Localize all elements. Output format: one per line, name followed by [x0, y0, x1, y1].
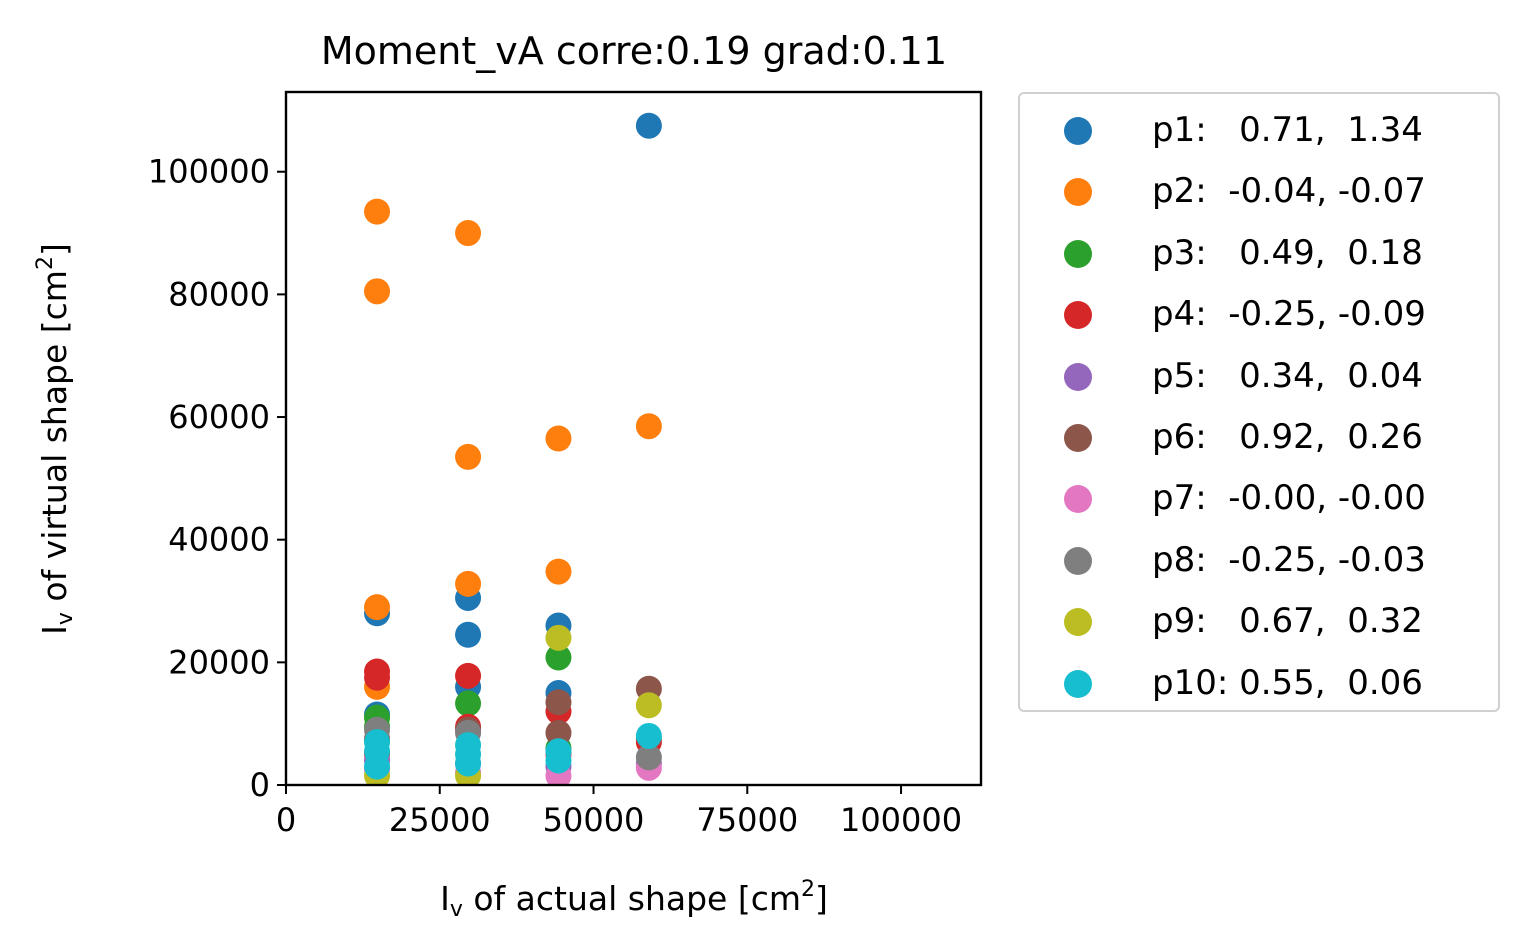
data-point-p10 [635, 722, 662, 749]
legend-marker [1064, 301, 1092, 330]
data-point-p6 [545, 689, 572, 716]
data-point-p10 [455, 750, 482, 777]
data-point-p8 [635, 744, 662, 771]
legend-item-p7: p7: -0.00, -0.00 [1020, 466, 1498, 526]
legend-marker [1064, 546, 1092, 575]
legend-item-p8: p8: -0.25, -0.03 [1020, 528, 1498, 588]
data-point-p1 [455, 621, 482, 648]
data-point-p2 [635, 413, 662, 440]
data-point-p4 [364, 664, 391, 691]
data-point-p6 [545, 719, 572, 746]
axes-frame [284, 90, 983, 787]
y-tick-label: 0 [250, 766, 270, 804]
data-points [364, 112, 662, 785]
legend-label: p1: 0.71, 1.34 [1152, 110, 1423, 150]
data-point-p2 [364, 278, 391, 305]
data-point-p4 [455, 662, 482, 689]
legend-marker [1064, 485, 1092, 514]
chart-title: Moment_vA corre:0.19 grad:0.11 [321, 29, 947, 73]
data-point-p3 [545, 644, 572, 671]
data-point-p2 [455, 220, 482, 247]
data-point-p2 [545, 558, 572, 585]
legend-item-p1: p1: 0.71, 1.34 [1020, 98, 1498, 158]
x-tick-label: 75000 [696, 801, 798, 839]
data-point-p9 [635, 692, 662, 719]
legend-label: p8: -0.25, -0.03 [1152, 539, 1426, 580]
y-axis-label: Iv of virtual shape [cm2] [33, 243, 78, 635]
y-tick-label: 20000 [168, 643, 270, 681]
data-point-p1 [635, 112, 662, 139]
legend-label: p4: -0.25, -0.09 [1152, 294, 1426, 335]
data-point-p2 [364, 594, 391, 621]
plot-area [284, 90, 983, 787]
legend-label: p6: 0.92, 0.26 [1152, 417, 1423, 457]
data-point-p2 [545, 425, 572, 452]
y-tick-label: 100000 [148, 153, 270, 191]
x-tick-label: 50000 [543, 801, 645, 839]
data-point-p2 [455, 570, 482, 597]
legend-label: p9: 0.67, 0.32 [1152, 601, 1423, 642]
x-axis-label: Iv of actual shape [cm2] [440, 877, 828, 922]
chart-legend: p1: 0.71, 1.34 p2: -0.04, -0.07 p3: 0.49, … [1018, 92, 1500, 712]
legend-label: p7: -0.00, -0.00 [1152, 478, 1426, 519]
x-axis-ticks: 0 25000 50000 75000 100000 [276, 785, 962, 839]
legend-marker [1064, 608, 1092, 637]
legend-item-p9: p9: 0.67, 0.32 [1020, 589, 1498, 649]
legend-marker [1064, 117, 1092, 145]
legend-item-p5: p5: 0.34, 0.04 [1020, 344, 1498, 404]
y-axis-ticks: 0 20000 40000 60000 80000 100000 [148, 153, 286, 804]
data-point-p2 [364, 198, 391, 225]
legend-marker [1064, 424, 1092, 452]
x-tick-label: 25000 [389, 801, 491, 839]
legend-marker [1064, 178, 1092, 207]
legend-marker [1064, 362, 1092, 391]
y-tick-label: 40000 [168, 521, 270, 559]
legend-label: p3: 0.49, 0.18 [1152, 232, 1423, 273]
y-tick-label: 60000 [168, 398, 270, 436]
legend-label: p5: 0.34, 0.04 [1152, 355, 1423, 396]
y-tick-label: 80000 [168, 275, 270, 313]
legend-item-p4: p4: -0.25, -0.09 [1020, 282, 1498, 342]
data-point-p9 [545, 624, 572, 651]
legend-item-p3: p3: 0.49, 0.18 [1020, 221, 1498, 281]
x-tick-label: 100000 [840, 801, 962, 839]
legend-label: p2: -0.04, -0.07 [1152, 171, 1426, 212]
legend-label: p10: 0.55, 0.06 [1152, 662, 1423, 703]
legend-item-p2: p2: -0.04, -0.07 [1020, 159, 1498, 219]
data-point-p10 [364, 753, 391, 780]
x-tick-label: 0 [276, 801, 296, 839]
legend-marker [1064, 669, 1092, 698]
data-point-p10 [545, 747, 572, 774]
legend-item-p10: p10: 0.55, 0.06 [1020, 651, 1498, 711]
legend-item-p6: p6: 0.92, 0.26 [1020, 405, 1498, 465]
data-point-p3 [455, 690, 482, 717]
data-point-p2 [455, 443, 482, 470]
legend-marker [1064, 239, 1092, 268]
